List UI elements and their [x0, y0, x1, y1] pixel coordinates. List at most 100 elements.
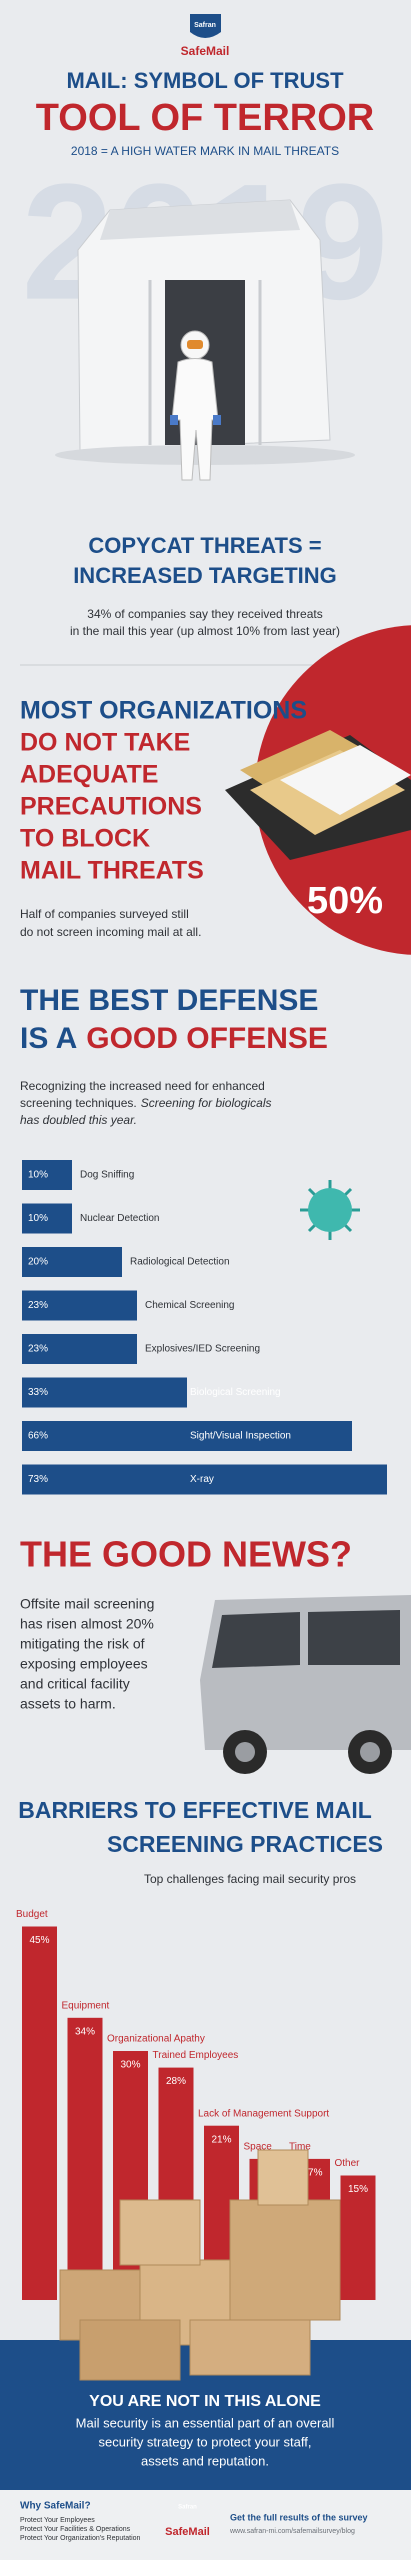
body-text: has risen almost 20% — [20, 1616, 154, 1632]
value-label: 28% — [166, 2076, 186, 2087]
value-label: 30% — [120, 2060, 140, 2071]
body-text: Half of companies surveyed still — [20, 907, 189, 921]
closing-text: Mail security is an essential part of an… — [76, 2415, 335, 2430]
van-illustration — [200, 1595, 411, 1774]
footer-url: www.safran-mi.com/safemailsurvey/blog — [229, 2528, 355, 2535]
bar — [22, 1377, 187, 1408]
footer-logo-text: Safran — [178, 2505, 197, 2511]
category-label: Budget — [16, 1909, 48, 1920]
box — [189, 2319, 311, 2376]
category-label: Biological Screening — [190, 1387, 281, 1398]
category-label: X-ray — [190, 1474, 214, 1485]
footer-cta: Get the full results of the survey — [230, 2512, 368, 2522]
hazmat-suit — [171, 358, 219, 481]
section-title: THE BEST DEFENSE — [20, 984, 318, 1017]
footer-point: Protect Your Facilities & Operations — [20, 2526, 131, 2533]
section-title: MOST ORGANIZATIONS — [20, 697, 307, 725]
hubcap — [235, 1742, 255, 1762]
section-title: IS A GOOD OFFENSE — [20, 1022, 328, 1055]
value-label: 23% — [28, 1344, 48, 1355]
body-text: assets to harm. — [20, 1696, 116, 1712]
closing-title: YOU ARE NOT IN THIS ALONE — [89, 2393, 321, 2410]
column — [22, 1926, 57, 2300]
closing-text: assets and reputation. — [141, 2453, 269, 2468]
box — [229, 2199, 341, 2321]
body-italic: Screening for biologicals — [141, 1096, 272, 1110]
body-text: 34% of companies say they received threa… — [87, 607, 322, 621]
tent-frame — [148, 280, 262, 445]
brand: SafeMail — [181, 44, 230, 58]
body-text: screening techniques. Screening for biolo… — [20, 1096, 272, 1110]
envelopes-illustration — [225, 625, 411, 955]
category-label: Organizational Apathy — [107, 2034, 205, 2045]
virus-body — [308, 1188, 352, 1232]
column-chart: 45% Budget 34% Equipment 30% Organizational A… — [16, 1909, 376, 2300]
category-label: Lack of Management Support — [198, 2108, 329, 2119]
bar — [22, 1334, 137, 1364]
envelope — [280, 745, 411, 815]
category-label: Trained Employees — [153, 2050, 239, 2061]
glove — [213, 415, 221, 425]
subtitle: Top challenges facing mail security pros — [144, 1872, 356, 1886]
box — [257, 2149, 309, 2206]
hubcap — [360, 1742, 380, 1762]
glove — [170, 415, 178, 425]
bar — [22, 1464, 387, 1495]
bar — [22, 1203, 72, 1234]
title-accent: GOOD OFFENSE — [86, 1022, 328, 1055]
value-label: 66% — [28, 1431, 48, 1442]
footer-title: Why SafeMail? — [20, 2501, 91, 2512]
body-italic: has doubled this year. — [20, 1113, 137, 1127]
tent-roof — [100, 200, 300, 240]
value-label: 34% — [75, 2026, 95, 2037]
section-title: THE GOOD NEWS? — [20, 1534, 352, 1575]
section-title: COPYCAT THREATS = — [88, 533, 321, 558]
value-label: 23% — [28, 1300, 48, 1311]
body-part: screening techniques. — [20, 1096, 137, 1110]
tent-illustration — [55, 199, 355, 481]
body-text: exposing employees — [20, 1656, 148, 1672]
body-text: in the mail this year (up almost 10% fro… — [70, 624, 340, 638]
van-window — [308, 1610, 400, 1665]
category-label: Chemical Screening — [145, 1300, 235, 1311]
value-label: 20% — [28, 1257, 48, 1268]
body-text: do not screen incoming mail at all. — [20, 925, 201, 939]
value-label: 73% — [28, 1474, 48, 1485]
section-title: INCREASED TARGETING — [73, 563, 337, 588]
body-text: Recognizing the increased need for enhan… — [20, 1079, 265, 1093]
category-label: Dog Sniffing — [80, 1170, 134, 1181]
subtitle: 2018 = A HIGH WATER MARK IN MAIL THREATS — [71, 144, 339, 158]
category-label: Other — [335, 2158, 361, 2169]
mask — [187, 340, 203, 349]
box — [79, 2319, 181, 2381]
footer-point: Protect Your Organization's Reputation — [20, 2535, 141, 2542]
category-label: Explosives/IED Screening — [145, 1344, 260, 1355]
bar — [22, 1290, 137, 1321]
value-label: 10% — [28, 1170, 48, 1181]
closing-text: security strategy to protect your staff, — [99, 2434, 312, 2449]
value-label: 33% — [28, 1387, 48, 1398]
body-text: mitigating the risk of — [20, 1636, 145, 1652]
category-label: Time — [289, 2142, 311, 2153]
body-text: Offsite mail screening — [20, 1596, 154, 1612]
virus-illustration — [300, 1180, 360, 1240]
category-label: Nuclear Detection — [80, 1213, 159, 1224]
category-label: Radiological Detection — [130, 1257, 230, 1268]
section-title: PRECAUTIONS — [20, 793, 202, 821]
bar — [22, 1247, 122, 1277]
stat: 50% — [307, 880, 383, 922]
logo-text: Safran — [194, 22, 216, 29]
footer-brand: SafeMail — [165, 2526, 210, 2538]
section-title: BARRIERS TO EFFECTIVE MAIL — [18, 1797, 372, 1823]
footer-band — [0, 2490, 411, 2560]
text-layer: Safran SafeMail MAIL: SYMBOL OF TRUST TOOL … — [18, 22, 383, 2542]
section-title: SCREENING PRACTICES — [107, 1831, 383, 1857]
headline: TOOL OF TERROR — [36, 97, 375, 139]
bar — [22, 1160, 72, 1190]
column — [340, 2175, 376, 2300]
section-title: TO BLOCK — [20, 825, 150, 853]
body-text: and critical facility — [20, 1676, 130, 1692]
value-label: 21% — [211, 2134, 231, 2145]
